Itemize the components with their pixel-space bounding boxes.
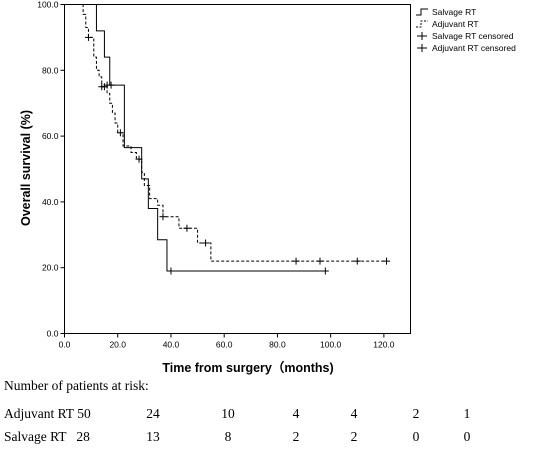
- salvage-rt-censor-mark: [321, 267, 329, 275]
- y-tick-label: 0.0: [47, 329, 59, 339]
- y-tick-label: 100.0: [37, 0, 59, 10]
- risk-row-label: Salvage RT 28: [4, 429, 90, 444]
- x-tick-label: 0.0: [59, 340, 71, 350]
- risk-value: 0: [463, 429, 471, 444]
- legend-swatch: [416, 20, 428, 28]
- salvage-rt-censor-mark: [167, 267, 175, 275]
- adjuvant-rt-censor-mark: [116, 129, 124, 137]
- legend: Salvage RT Adjuvant RT Salvage RT censored…: [416, 7, 516, 53]
- risk-row-salvage: Salvage RT 28 13 8 2 2 0 0: [0, 429, 543, 449]
- risk-value: 2: [350, 429, 358, 444]
- plot-area: [64, 4, 411, 334]
- x-tick-label: 40.0: [163, 340, 180, 350]
- adjuvant-rt-censor-mark: [316, 257, 324, 265]
- x-axis-title: Time from surgery（months): [162, 360, 333, 375]
- salvage-rt-censor-mark: [107, 81, 115, 89]
- risk-value: 24: [146, 406, 160, 421]
- adjuvant-rt-censor-mark: [353, 257, 361, 265]
- y-tick-label: 60.0: [42, 131, 59, 141]
- risk-value: 4: [350, 406, 358, 421]
- legend-item-adjuvant-rt: Adjuvant RT: [416, 19, 479, 29]
- x-tick-label: 120.0: [373, 340, 395, 350]
- series-layer: [77, 4, 391, 275]
- risk-value: 2: [292, 429, 300, 444]
- risk-table-title: Number of patients at risk:: [4, 378, 149, 393]
- y-tick-label: 40.0: [42, 197, 59, 207]
- y-tick-label: 80.0: [42, 65, 59, 75]
- risk-value: 2: [412, 406, 420, 421]
- adjuvant-rt-curve: [77, 4, 387, 262]
- adjuvant-rt-censor-mark: [292, 257, 300, 265]
- y-tick-label: 20.0: [42, 263, 59, 273]
- adjuvant-rt-censor-mark: [135, 155, 143, 163]
- adjuvant-rt-censor-mark: [383, 257, 391, 265]
- adjuvant-rt-censor-mark: [84, 33, 92, 41]
- x-tick-label: 60.0: [216, 340, 233, 350]
- adjuvant-rt-censor-mark: [183, 224, 191, 232]
- legend-item-salvage-rt: Salvage RT: [416, 7, 476, 17]
- legend-swatch: [416, 8, 428, 16]
- adjuvant-rt-censor-mark: [100, 83, 108, 91]
- x-tick-label: 100.0: [320, 340, 342, 350]
- legend-label: Adjuvant RT censored: [432, 43, 516, 53]
- y-axis: 0.0 20.0 40.0 60.0 80.0 100.0: [37, 0, 65, 339]
- legend-label: Salvage RT: [432, 7, 476, 17]
- x-tick-label: 80.0: [269, 340, 286, 350]
- risk-row-label: Adjuvant RT 50: [4, 406, 91, 421]
- salvage-rt-curve: [77, 4, 326, 272]
- risk-value: 1: [463, 406, 471, 421]
- risk-row-adjuvant: Adjuvant RT 50 24 10 4 4 2 1: [0, 406, 543, 426]
- legend-item-salvage-rt-censored: Salvage RT censored: [417, 31, 514, 41]
- x-tick-label: 20.0: [109, 340, 126, 350]
- adjuvant-rt-censor-mark: [159, 213, 167, 221]
- adjuvant-rt-censor-mark: [202, 239, 210, 247]
- y-axis-title: Overall survival (%): [19, 110, 33, 226]
- legend-label: Adjuvant RT: [432, 19, 479, 29]
- risk-value: 0: [412, 429, 420, 444]
- risk-value: 8: [224, 429, 232, 444]
- survival-chart: 0.0 20.0 40.0 60.0 80.0 100.0 120.0 0.0 20.0 40.…: [19, 0, 516, 375]
- risk-value: 10: [221, 406, 235, 421]
- risk-value: 4: [292, 406, 300, 421]
- risk-value: 13: [146, 429, 160, 444]
- legend-item-adjuvant-rt-censored: Adjuvant RT censored: [417, 43, 516, 53]
- x-axis: 0.0 20.0 40.0 60.0 80.0 100.0 120.0: [59, 333, 395, 350]
- legend-label: Salvage RT censored: [432, 31, 514, 41]
